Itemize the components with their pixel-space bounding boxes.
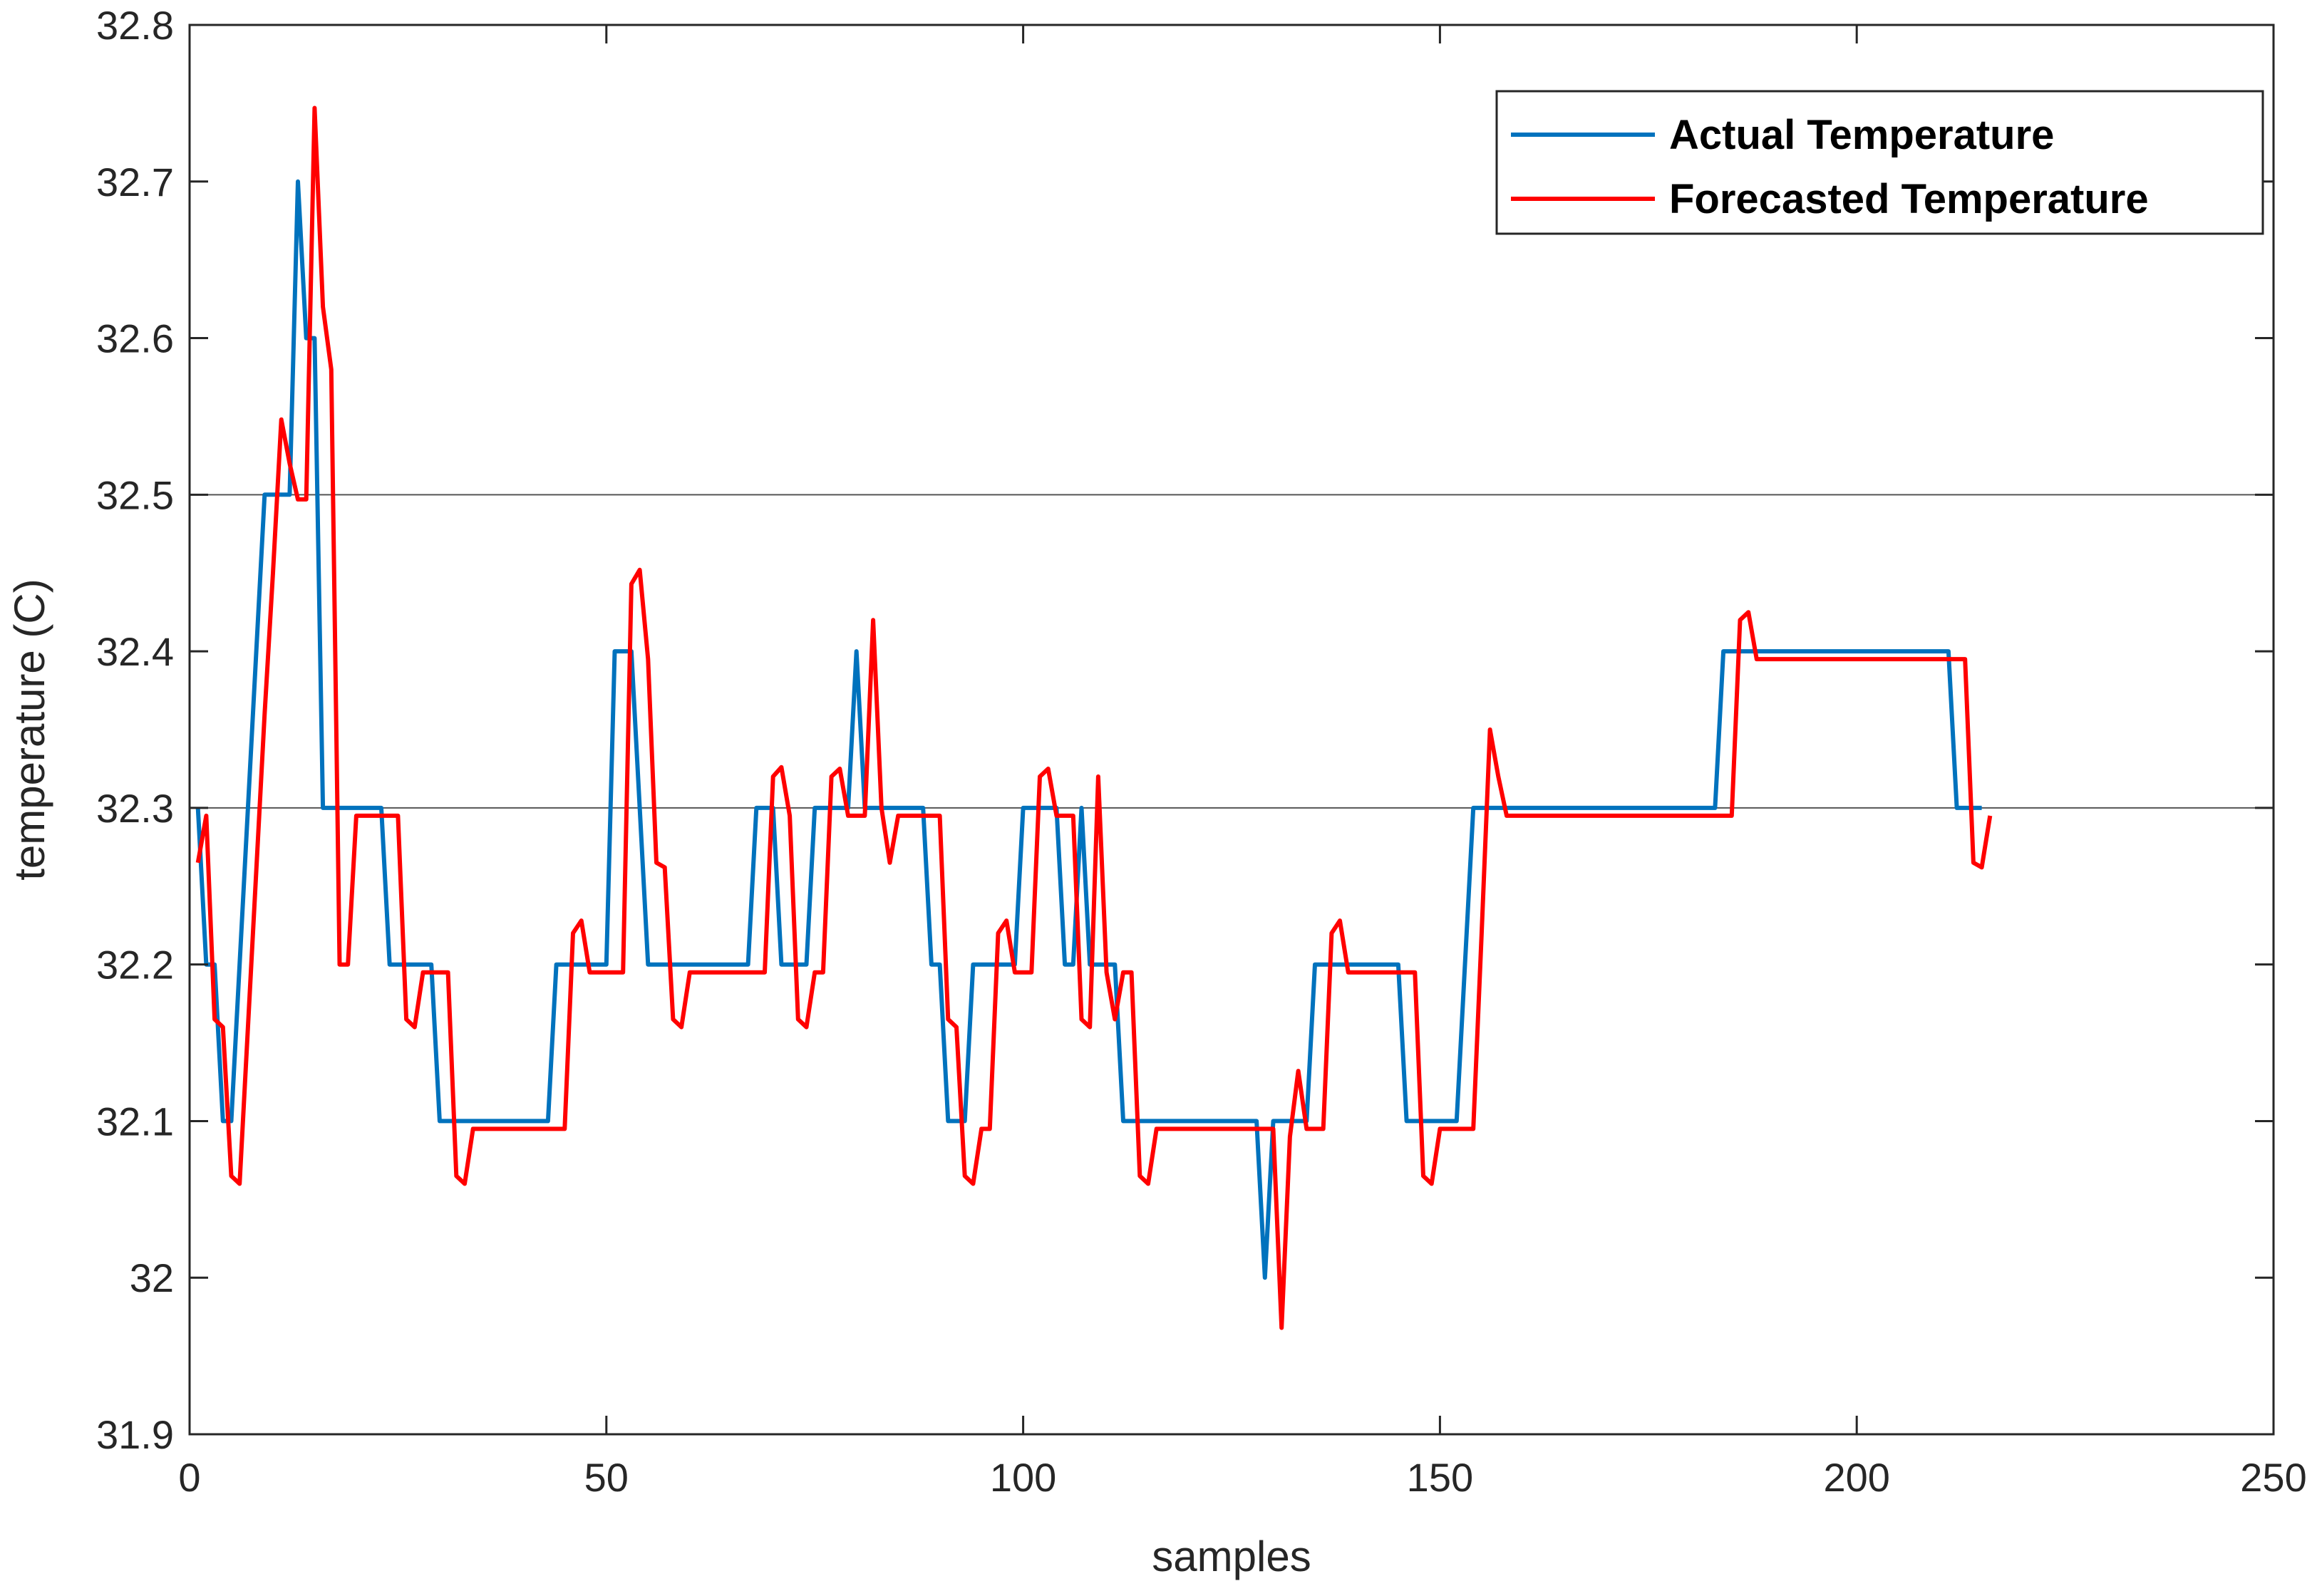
- y-tick-label-6: 32.5: [96, 472, 174, 517]
- x-axis-tick-labels: 0 50 100 150 200 250: [178, 1455, 2306, 1500]
- x-axis-label: samples: [1152, 1533, 1311, 1580]
- gridlines: [190, 494, 2274, 809]
- y-tick-label-8: 32.7: [96, 160, 174, 204]
- legend-box: [1495, 90, 2264, 235]
- y-axis-tick-labels: 31.9 32 32.1 32.2 32.3 32.4 32.5 32.6 32.7 32.8: [96, 3, 174, 1457]
- y-tick-label-4: 32.3: [96, 786, 174, 831]
- series-lines: [195, 105, 1993, 1330]
- y-axis-label: temperature (C): [6, 579, 53, 880]
- y-tick-label-3: 32.2: [96, 943, 174, 988]
- y-tick-label-9: 32.8: [96, 3, 174, 48]
- x-tick-label-0: 0: [178, 1455, 200, 1500]
- x-tick-label-3: 150: [1407, 1455, 1473, 1500]
- legend-label-actual: Actual Temperature: [1669, 112, 2054, 158]
- x-tick-label-2: 100: [990, 1455, 1056, 1500]
- y-tick-label-0: 31.9: [96, 1412, 174, 1457]
- axis-ticks: [188, 24, 2275, 1436]
- y-tick-label-7: 32.6: [96, 316, 174, 361]
- y-tick-label-2: 32.1: [96, 1099, 174, 1144]
- x-tick-label-4: 200: [1823, 1455, 1889, 1500]
- y-tick-label-5: 32.4: [96, 629, 174, 674]
- legend-label-forecast: Forecasted Temperature: [1669, 176, 2149, 222]
- y-tick-label-1: 32: [130, 1255, 174, 1300]
- legend: Actual Temperature Forecasted Temperatur…: [1495, 90, 2264, 235]
- x-tick-label-1: 50: [584, 1455, 629, 1500]
- series-line-1: [195, 105, 1993, 1330]
- x-tick-label-5: 250: [2240, 1455, 2306, 1500]
- plot-area-frame: [188, 24, 2275, 1436]
